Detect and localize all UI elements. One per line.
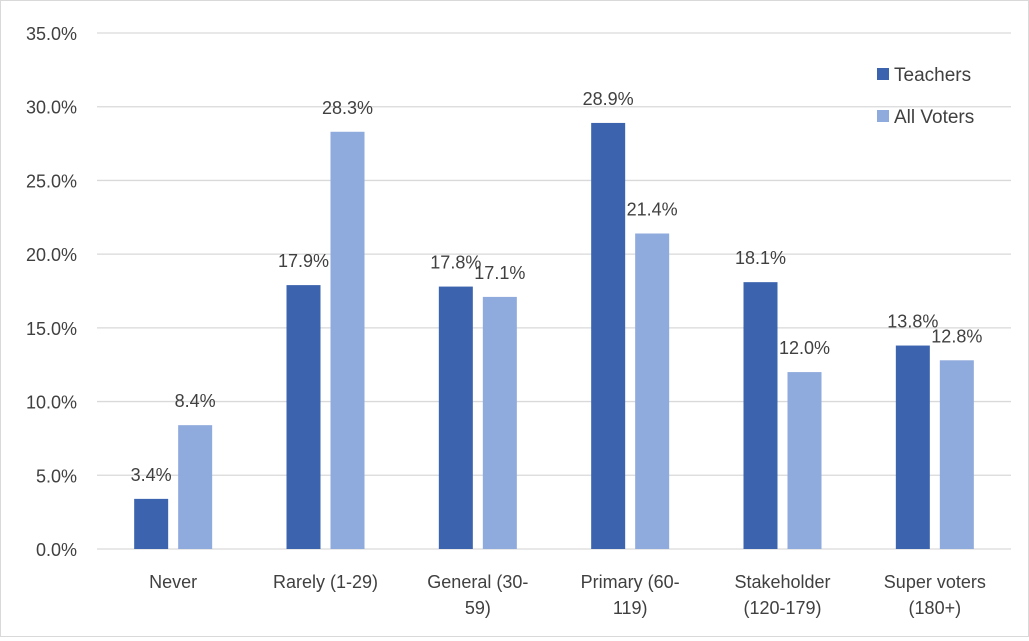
x-tick-label: Rarely (1-29) (273, 572, 378, 592)
y-tick-label: 25.0% (26, 171, 77, 191)
legend-label: Teachers (894, 65, 971, 86)
data-label: 17.9% (278, 251, 329, 271)
y-tick-label: 35.0% (26, 24, 77, 44)
bar (438, 286, 473, 549)
legend-label: All Voters (894, 107, 974, 128)
bar (743, 282, 778, 549)
data-label: 17.1% (474, 263, 525, 283)
legend-swatch (877, 68, 889, 80)
data-label: 21.4% (627, 200, 678, 220)
x-tick-label: (180+) (909, 598, 962, 618)
y-tick-label: 30.0% (26, 98, 77, 118)
data-label: 3.4% (131, 465, 172, 485)
x-tick-label: General (30- (427, 572, 528, 592)
y-tick-label: 20.0% (26, 245, 77, 265)
y-tick-label: 5.0% (36, 466, 77, 486)
bar (178, 425, 213, 549)
bar (591, 122, 626, 549)
x-tick-label: Never (149, 572, 197, 592)
bar (939, 360, 974, 549)
data-label: 8.4% (175, 391, 216, 411)
bar (286, 285, 321, 549)
x-tick-label: Primary (60- (581, 572, 680, 592)
y-tick-label: 0.0% (36, 540, 77, 560)
y-tick-label: 15.0% (26, 319, 77, 339)
bar (787, 372, 822, 549)
legend-swatch (877, 110, 889, 122)
bar (482, 296, 517, 549)
data-label: 28.3% (322, 98, 373, 118)
bar (134, 498, 169, 549)
data-label: 12.8% (931, 326, 982, 346)
data-label: 28.9% (583, 89, 634, 109)
bar (635, 233, 670, 549)
x-tick-label: 59) (465, 598, 491, 618)
x-tick-label: Stakeholder (734, 572, 830, 592)
data-label: 12.0% (779, 338, 830, 358)
data-label: 17.8% (430, 253, 481, 273)
x-tick-label: (120-179) (743, 598, 821, 618)
y-tick-label: 10.0% (26, 393, 77, 413)
x-tick-label: 119) (613, 598, 648, 618)
bar (895, 345, 930, 549)
data-label: 18.1% (735, 248, 786, 268)
x-tick-label: Super voters (884, 572, 986, 592)
bar (330, 131, 365, 549)
data-label: 13.8% (887, 312, 938, 332)
